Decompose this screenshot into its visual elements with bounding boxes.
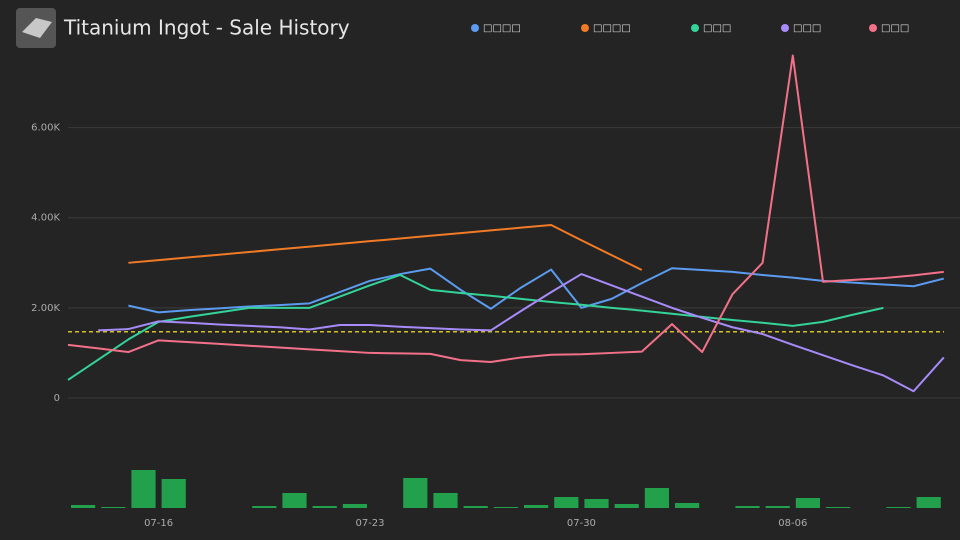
volume-bar: [403, 478, 428, 508]
series-line: [98, 273, 945, 393]
series-line: [128, 267, 945, 314]
x-tick-label: 07-16: [144, 518, 173, 529]
volume-bar: [644, 488, 669, 508]
volume-bar: [312, 506, 337, 508]
x-tick-label: 08-06: [778, 518, 807, 529]
x-tick-label: 07-30: [567, 518, 596, 529]
legend-label: □□□□: [483, 23, 521, 34]
chart-title: Titanium Ingot - Sale History: [63, 16, 350, 40]
ingot-shape: [22, 18, 52, 38]
volume-bar: [131, 470, 156, 508]
legend-label: □□□: [881, 23, 909, 34]
series-line: [67, 54, 944, 363]
volume-bar: [916, 497, 941, 508]
volume-bar: [675, 503, 700, 508]
y-tick-label: 6.00K: [31, 123, 60, 134]
volume-bar: [765, 506, 790, 508]
legend-label: □□□: [703, 23, 731, 34]
legend-marker: [869, 24, 877, 32]
volume-bar: [614, 504, 639, 508]
volume-bar: [342, 504, 367, 508]
legend-marker: [471, 24, 479, 32]
volume-bar: [433, 493, 458, 508]
x-tick-label: 07-23: [355, 518, 384, 529]
legend-marker: [691, 24, 699, 32]
volume-bar: [826, 507, 851, 508]
volume-bar: [554, 497, 579, 508]
y-tick-label: 4.00K: [31, 213, 60, 224]
legend-label: □□□□: [593, 23, 631, 34]
volume-bar: [282, 493, 307, 508]
volume-bar: [735, 506, 760, 508]
legend-marker: [581, 24, 589, 32]
volume-bar: [463, 506, 488, 508]
volume-bar: [795, 498, 820, 508]
volume-bar: [886, 507, 911, 508]
y-tick-label: 2.00K: [31, 303, 60, 314]
series-line: [128, 223, 643, 271]
volume-bar: [101, 507, 126, 508]
legend-marker: [781, 24, 789, 32]
volume-bar: [584, 499, 609, 508]
volume-bar: [252, 506, 277, 508]
legend-label: □□□: [793, 23, 821, 34]
series-line: [67, 273, 884, 381]
volume-bar: [524, 505, 549, 508]
volume-bar: [161, 479, 186, 508]
y-tick-label: 0: [54, 393, 60, 404]
volume-bar: [493, 507, 518, 508]
volume-bar: [71, 505, 96, 508]
